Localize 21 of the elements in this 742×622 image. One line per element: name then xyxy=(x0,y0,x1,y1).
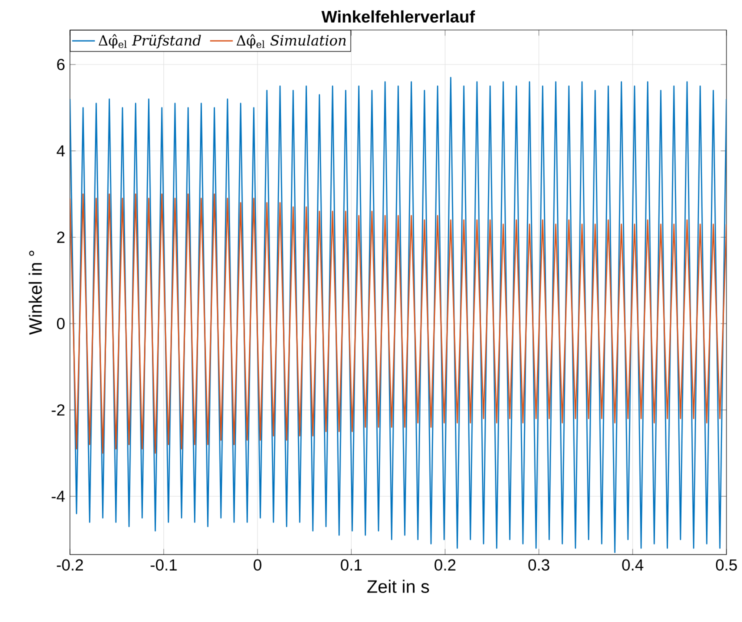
x-tick-label: 0.3 xyxy=(528,560,550,571)
line-series xyxy=(70,194,726,454)
x-tick-label: 0.5 xyxy=(716,560,737,571)
y-tick-label: 0 xyxy=(56,318,65,330)
y-tick-label: 4 xyxy=(56,146,65,157)
legend-label: Δφ̂$_{el}$ Simulation xyxy=(236,34,346,49)
x-axis-title: Zeit in s xyxy=(367,580,430,594)
x-tick-label: 0.1 xyxy=(340,560,362,571)
x-tick-label: 0.2 xyxy=(434,560,456,571)
y-tick-label: -4 xyxy=(52,491,65,502)
x-tick-label: -0.2 xyxy=(56,560,83,571)
x-tick-label: 0.4 xyxy=(622,560,644,571)
y-tick-label: 2 xyxy=(57,232,64,244)
y-tick-label: 6 xyxy=(57,59,65,70)
chart-title: Winkelfehlerverlauf xyxy=(321,10,475,23)
x-tick-label: -0.1 xyxy=(150,560,177,571)
y-axis-title: Winkel in ° xyxy=(28,251,42,336)
y-tick-label: -2 xyxy=(52,404,64,416)
legend-label: Δφ̂$_{el}$ Prüfstand xyxy=(98,34,201,49)
line-series xyxy=(70,77,726,554)
x-tick-label: 0 xyxy=(254,560,262,571)
